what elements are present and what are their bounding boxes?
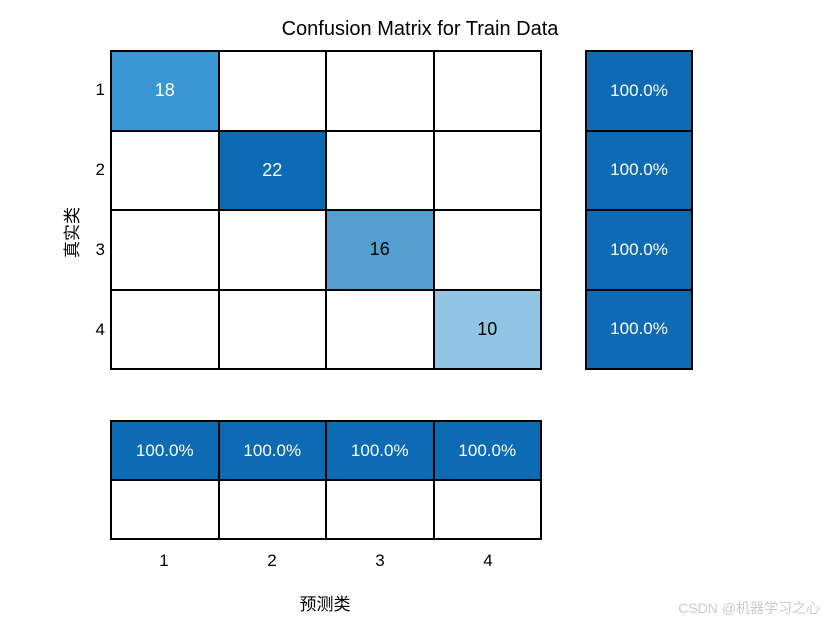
col-summary-grid: 100.0%100.0%100.0%100.0% xyxy=(110,420,542,540)
row-summary-cell: 100.0% xyxy=(586,210,692,290)
confusion-matrix-chart: Confusion Matrix for Train Data 真实类 1 2 … xyxy=(0,0,840,630)
y-tick: 4 xyxy=(80,290,105,370)
col-summary-cell: 100.0% xyxy=(326,421,434,480)
chart-title: Confusion Matrix for Train Data xyxy=(0,18,840,41)
x-tick: 1 xyxy=(110,548,218,573)
matrix-cell xyxy=(219,290,327,370)
row-summary-cell: 100.0% xyxy=(586,131,692,211)
x-tick: 2 xyxy=(218,548,326,573)
matrix-cell xyxy=(111,210,219,290)
matrix-cell: 16 xyxy=(326,210,434,290)
row-summary-grid: 100.0%100.0%100.0%100.0% xyxy=(585,50,693,370)
col-summary-cell: 100.0% xyxy=(219,421,327,480)
x-axis-ticks: 1 2 3 4 xyxy=(110,548,542,573)
y-tick: 1 xyxy=(80,50,105,130)
col-summary-cell xyxy=(326,480,434,539)
matrix-cell xyxy=(434,210,542,290)
x-axis-label: 预测类 xyxy=(110,590,540,615)
y-axis-ticks: 1 2 3 4 xyxy=(80,50,105,370)
watermark-text: CSDN @机器学习之心 xyxy=(678,598,820,618)
matrix-cell xyxy=(326,131,434,211)
matrix-cell xyxy=(219,51,327,131)
x-tick: 4 xyxy=(434,548,542,573)
matrix-cell xyxy=(434,131,542,211)
row-summary-cell: 100.0% xyxy=(586,51,692,131)
matrix-cell xyxy=(111,131,219,211)
col-summary-cell xyxy=(434,480,542,539)
matrix-cell xyxy=(326,51,434,131)
matrix-cell xyxy=(434,51,542,131)
col-summary-cell xyxy=(219,480,327,539)
matrix-cell: 22 xyxy=(219,131,327,211)
col-summary-cell xyxy=(111,480,219,539)
matrix-grid: 18221610 xyxy=(110,50,542,370)
matrix-cell xyxy=(219,210,327,290)
matrix-cell: 18 xyxy=(111,51,219,131)
matrix-cell xyxy=(111,290,219,370)
row-summary-cell: 100.0% xyxy=(586,290,692,370)
y-tick: 2 xyxy=(80,130,105,210)
y-tick: 3 xyxy=(80,210,105,290)
col-summary-cell: 100.0% xyxy=(434,421,542,480)
matrix-cell: 10 xyxy=(434,290,542,370)
col-summary-cell: 100.0% xyxy=(111,421,219,480)
matrix-cell xyxy=(326,290,434,370)
x-tick: 3 xyxy=(326,548,434,573)
